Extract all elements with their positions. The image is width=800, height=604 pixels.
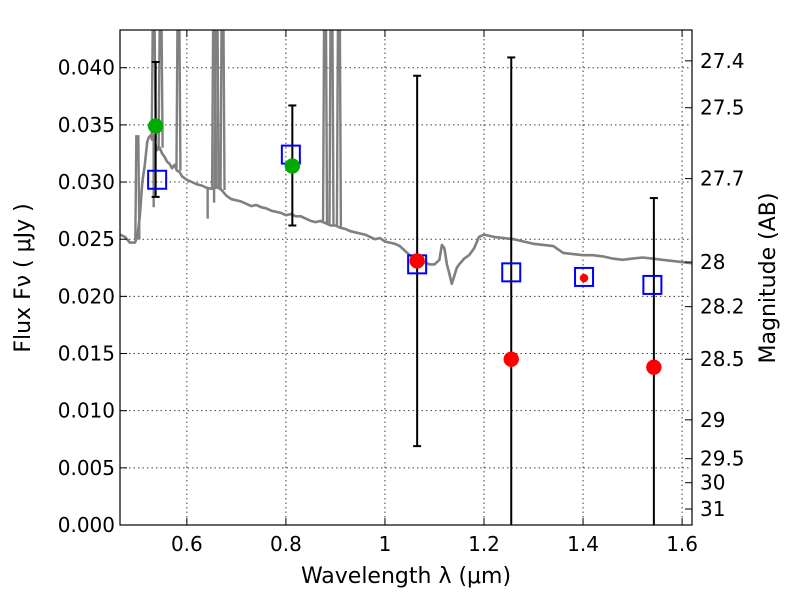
model-square-marker — [501, 262, 522, 283]
emission-line-spike — [175, 30, 182, 171]
right-tick-label: 28 — [700, 250, 725, 274]
right-tick-label: 28.2 — [700, 295, 745, 319]
sed-continuum-line — [120, 133, 692, 286]
model-square-marker — [574, 266, 595, 287]
x-tick-label: 0.8 — [270, 532, 302, 556]
grid — [120, 30, 692, 526]
red-data-point — [503, 351, 519, 367]
x-tick-label: 1.2 — [468, 532, 500, 556]
x-tick-label: 1.6 — [666, 532, 698, 556]
y-tick-label: 0.015 — [58, 342, 115, 366]
error-bars — [151, 56, 658, 525]
red-data-point — [646, 359, 662, 375]
x-axis-label: Wavelength λ (μm) — [301, 564, 511, 589]
y-tick-label: 0.040 — [58, 56, 115, 80]
red-data-point — [409, 253, 425, 269]
y-tick-label: 0.000 — [58, 513, 115, 537]
tick-labels: 0.6 0.8 1 1.2 1.4 1.6 0.000 0.005 0.010 0.015 0.02… — [58, 49, 745, 556]
emission-line-spike — [321, 30, 329, 224]
emission-line-spike — [328, 30, 335, 226]
y-tick-label: 0.025 — [58, 227, 115, 251]
x-tick-label: 0.6 — [171, 532, 203, 556]
right-tick-label: 27.7 — [700, 167, 745, 191]
emission-line-spike — [219, 30, 226, 191]
y-tick-label: 0.035 — [58, 113, 115, 137]
red-data-point — [579, 273, 589, 283]
right-tick-label: 29 — [700, 408, 725, 432]
emission-line-spike — [213, 30, 220, 189]
x-tick-label: 1 — [379, 532, 392, 556]
model-square-marker — [642, 274, 663, 295]
y-tick-label: 0.030 — [58, 170, 115, 194]
emission-line-spike — [335, 30, 343, 227]
y-axis-label: Flux Fν ( μJy ) — [11, 203, 36, 352]
right-tick-label: 28.5 — [700, 347, 745, 371]
right-axis-label: Magnitude (AB) — [756, 193, 781, 364]
right-tick-label: 31 — [700, 497, 725, 521]
emission-line-spike — [157, 30, 164, 148]
y-tick-label: 0.020 — [58, 284, 115, 308]
y-tick-label: 0.005 — [58, 456, 115, 480]
green-data-point — [147, 118, 164, 134]
model-square-marker — [147, 169, 168, 190]
x-tick-label: 1.4 — [567, 532, 599, 556]
right-tick-label: 29.5 — [700, 447, 745, 471]
axis-ticks — [120, 30, 692, 526]
plot-frame — [119, 29, 693, 526]
right-tick-label: 27.5 — [700, 96, 745, 120]
green-data-point — [284, 158, 301, 174]
right-tick-label: 27.4 — [700, 49, 745, 73]
emission-line-spike — [134, 135, 141, 240]
model-squares — [147, 144, 663, 295]
observed-points — [147, 118, 662, 375]
right-tick-label: 30 — [700, 471, 725, 495]
y-tick-label: 0.010 — [58, 399, 115, 423]
